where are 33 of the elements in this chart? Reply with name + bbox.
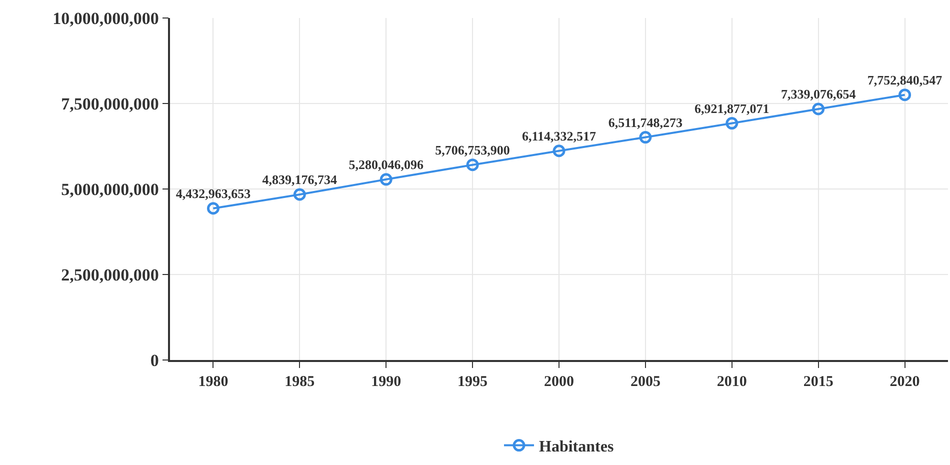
- point: [639, 131, 652, 144]
- data-label: 6,511,748,273: [608, 114, 683, 130]
- x-tick-label: 1995: [458, 374, 488, 390]
- data-label: 5,706,753,900: [435, 142, 510, 158]
- point: [206, 202, 220, 215]
- data-label: 7,339,076,654: [780, 86, 856, 102]
- point: [380, 173, 392, 186]
- data-label: 5,280,046,096: [348, 156, 424, 172]
- y-tick-label: 0: [150, 350, 159, 370]
- point: [898, 88, 912, 102]
- point: [726, 117, 738, 130]
- point: [293, 188, 306, 201]
- point: [812, 102, 825, 116]
- x-tick-label: 1980: [198, 374, 228, 390]
- data-label: 7,752,840,547: [867, 72, 943, 88]
- y-tick-label: 2,500,000,000: [61, 265, 159, 284]
- data-label: 4,432,963,653: [176, 186, 252, 201]
- point: [466, 158, 479, 172]
- y-tick-label: 10,000,000,000: [52, 8, 159, 28]
- y-tick-label: 5,000,000,000: [61, 180, 159, 199]
- x-tick-label: 2000: [544, 374, 574, 390]
- x-tick-label: 2015: [803, 374, 834, 390]
- legend-label: Habitantes: [539, 438, 614, 456]
- data-label: 6,921,877,071: [694, 100, 770, 116]
- point: [552, 144, 566, 158]
- data-label: 6,114,332,517: [522, 128, 597, 144]
- x-tick-label: 2010: [716, 374, 747, 390]
- x-tick-label: 1985: [284, 374, 315, 390]
- x-tick-label: 2020: [890, 374, 920, 390]
- x-tick-label: 1990: [371, 374, 402, 390]
- y-tick-label: 7,500,000,000: [61, 94, 159, 114]
- data-label: 4,839,176,734: [262, 172, 338, 187]
- x-tick-label: 2005: [630, 374, 660, 390]
